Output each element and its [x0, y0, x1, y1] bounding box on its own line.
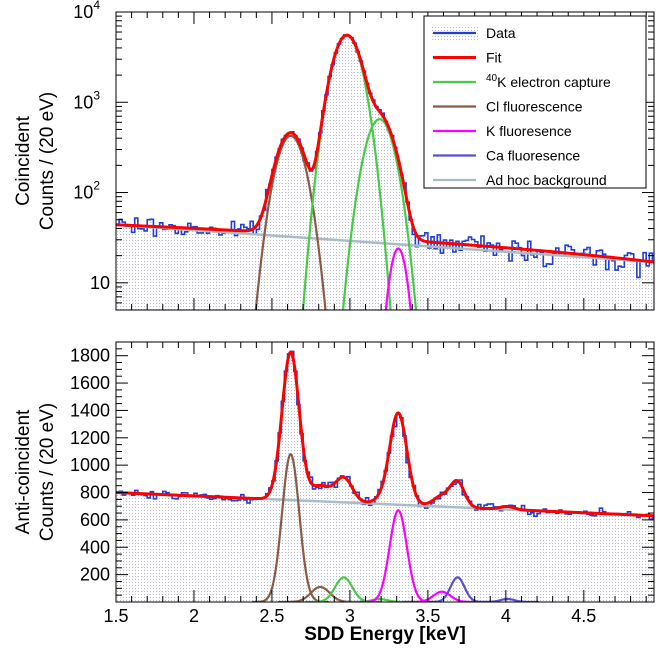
legend-label-5: Ca fluoresence [486, 148, 580, 164]
bottom-x-axis: 1.5 2 2.5 3 3.5 4 4.5 [103, 342, 647, 626]
xtick-label-1: 2 [189, 606, 199, 626]
legend-label-2: 40K electron capture [486, 73, 611, 90]
top-x-axis [115, 12, 647, 310]
legend-entry-4: K fluoresence [433, 123, 572, 139]
top-ytick-label-3: 104 [73, 0, 100, 22]
bottom-ylabel-line2: Counts / (20 eV) [37, 403, 58, 541]
xtick-label-4: 3.5 [415, 606, 440, 626]
legend-entry-5: Ca fluoresence [433, 148, 580, 164]
bottom-ytick-label-3: 800 [80, 483, 110, 503]
bottom-ylabel-line1: Anti-coincident [13, 409, 34, 534]
top-ytick-label-0: 10 [90, 273, 110, 293]
bottom-ytick-label-1: 400 [80, 537, 110, 557]
xtick-label-2: 2.5 [259, 606, 284, 626]
top-peak-2 [341, 118, 418, 310]
xtick-label-5: 4 [501, 606, 511, 626]
bottom-panel: 200 400 600 800 1000 1200 1400 1600 1800 1.5 2 2.5… [13, 341, 655, 645]
top-fit-curve [116, 33, 654, 264]
legend-entry-1: Fit [433, 50, 502, 66]
xtick-label-0: 1.5 [103, 606, 128, 626]
xtick-label-3: 3 [345, 606, 355, 626]
legend-label-3: Cl fluorescence [486, 99, 583, 115]
top-ytick-label-1: 102 [73, 179, 100, 203]
top-ytick-label-2: 103 [73, 88, 100, 112]
bottom-ytick-label-7: 1600 [70, 373, 110, 393]
legend: Data Fit 40K electron capture Cl fluorescen… [423, 15, 647, 189]
top-ytick-exp-3: 4 [93, 0, 100, 12]
bottom-y-axis: 200 400 600 800 1000 1200 1400 1600 1800 [70, 346, 654, 596]
top-peak-3 [384, 247, 412, 310]
legend-entry-3: Cl fluorescence [433, 99, 583, 115]
bottom-ytick-label-0: 200 [80, 565, 110, 585]
legend-text-2: K electron capture [497, 74, 611, 90]
top-ylabel-line1: Coincident [13, 115, 34, 205]
legend-label-0: Data [486, 25, 516, 41]
top-ylabel-line2: Counts / (20 eV) [37, 92, 58, 230]
top-peak-0 [254, 134, 327, 310]
bottom-fit-curve [116, 350, 654, 518]
bottom-ytick-label-5: 1200 [70, 428, 110, 448]
legend-entry-0: Data [432, 25, 516, 41]
top-data-fill [116, 34, 654, 310]
legend-label-1: Fit [486, 50, 502, 66]
bottom-ytick-label-8: 1800 [70, 346, 110, 366]
bottom-ytick-label-4: 1000 [70, 455, 110, 475]
top-ytick-exp-1: 2 [93, 179, 100, 193]
legend-label-6: Ad hoc background [486, 172, 607, 188]
bottom-ytick-label-2: 600 [80, 510, 110, 530]
top-ytick-exp-2: 3 [93, 88, 100, 102]
legend-box [423, 15, 647, 189]
bottom-peak-0 [252, 452, 329, 602]
bottom-ytick-label-6: 1400 [70, 400, 110, 420]
legend-entry-2: 40K electron capture [433, 73, 611, 90]
xtick-label-6: 4.5 [571, 606, 596, 626]
legend-sup-2: 40 [486, 73, 498, 84]
x-axis-label: SDD Energy [keV] [304, 624, 466, 645]
top-plot-area [116, 33, 654, 310]
legend-label-4: K fluoresence [486, 123, 572, 139]
legend-entry-6: Ad hoc background [433, 172, 607, 188]
